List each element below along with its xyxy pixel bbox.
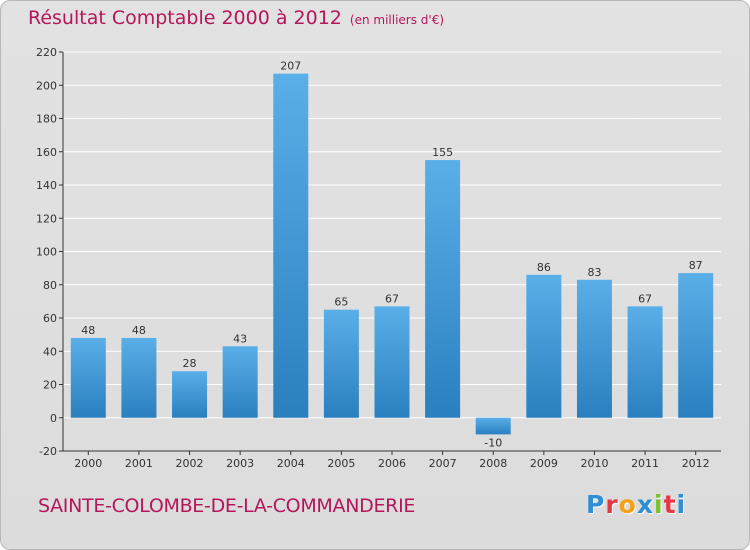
data-label-2005: 65 bbox=[334, 296, 348, 309]
data-label-2006: 67 bbox=[385, 292, 399, 305]
proxiti-logo[interactable]: Proxiti bbox=[586, 490, 686, 519]
axes bbox=[59, 51, 721, 455]
chart-title-unit: (en milliers d'€) bbox=[349, 13, 445, 27]
y-tick-label: 160 bbox=[36, 146, 57, 159]
x-tick-label-2000: 2000 bbox=[74, 457, 102, 470]
bar-2012 bbox=[678, 273, 714, 418]
y-tick-label: 80 bbox=[43, 279, 57, 292]
chart-title: Résultat Comptable 2000 à 2012 (en millie… bbox=[28, 7, 444, 29]
y-tick-label: 140 bbox=[36, 179, 57, 192]
x-tick-label-2005: 2005 bbox=[327, 457, 355, 470]
x-tick-label-2008: 2008 bbox=[479, 457, 507, 470]
data-label-2010: 83 bbox=[587, 266, 601, 279]
bar-2005 bbox=[323, 309, 359, 418]
y-tick-label: 0 bbox=[50, 412, 57, 425]
x-tick-label-2003: 2003 bbox=[226, 457, 254, 470]
y-tick-label: -20 bbox=[39, 445, 57, 458]
bar-2003 bbox=[222, 346, 258, 418]
bar-2001 bbox=[121, 337, 157, 418]
bar-2007 bbox=[425, 160, 461, 418]
bar-2000 bbox=[70, 337, 106, 418]
bar-2006 bbox=[374, 306, 410, 418]
x-tick-label-2009: 2009 bbox=[530, 457, 558, 470]
y-tick-label: 200 bbox=[36, 79, 57, 92]
data-label-2008: -10 bbox=[484, 436, 502, 449]
bar-2004 bbox=[273, 73, 309, 418]
x-tick-label-2011: 2011 bbox=[631, 457, 659, 470]
data-label-2002: 28 bbox=[183, 357, 197, 370]
data-label-2009: 86 bbox=[537, 261, 551, 274]
x-tick-label-2006: 2006 bbox=[378, 457, 406, 470]
y-tick-label: 20 bbox=[43, 379, 57, 392]
bar-2008 bbox=[475, 417, 511, 435]
logo-letter: i bbox=[654, 490, 664, 519]
logo-letter: i bbox=[676, 490, 687, 519]
town-name: SAINTE-COLOMBE-DE-LA-COMMANDERIE bbox=[38, 495, 416, 517]
labels: -20 0 20 40 60 80 100 120 140 160 180 200 220 48 2000 4… bbox=[36, 46, 710, 470]
logo-letter: t bbox=[663, 490, 677, 519]
y-tick-label: 40 bbox=[43, 345, 57, 358]
data-label-2011: 67 bbox=[638, 292, 652, 305]
data-label-2004: 207 bbox=[280, 60, 301, 73]
logo-letter: r bbox=[605, 490, 619, 519]
chart-title-main: Résultat Comptable 2000 à 2012 bbox=[28, 7, 342, 29]
y-tick-label: 220 bbox=[36, 46, 57, 59]
data-label-2003: 43 bbox=[233, 332, 247, 345]
x-tick-label-2004: 2004 bbox=[277, 457, 305, 470]
logo-letter: o bbox=[618, 490, 637, 519]
data-label-2000: 48 bbox=[81, 324, 95, 337]
bar-2011 bbox=[627, 306, 663, 418]
x-tick-label-2002: 2002 bbox=[176, 457, 204, 470]
x-tick-label-2001: 2001 bbox=[125, 457, 153, 470]
bar-2002 bbox=[172, 371, 208, 418]
data-label-2007: 155 bbox=[432, 146, 453, 159]
y-tick-label: 180 bbox=[36, 113, 57, 126]
bar-2010 bbox=[576, 279, 612, 418]
data-label-2001: 48 bbox=[132, 324, 146, 337]
data-label-2012: 87 bbox=[689, 259, 703, 272]
x-tick-label-2007: 2007 bbox=[429, 457, 457, 470]
y-tick-label: 60 bbox=[43, 312, 57, 325]
bar-2009 bbox=[526, 274, 562, 418]
logo-letter: P bbox=[586, 490, 606, 519]
y-tick-label: 100 bbox=[36, 246, 57, 259]
logo-letter: x bbox=[636, 490, 654, 519]
x-tick-label-2010: 2010 bbox=[580, 457, 608, 470]
x-tick-label-2012: 2012 bbox=[682, 457, 710, 470]
bars bbox=[70, 73, 714, 435]
y-tick-label: 120 bbox=[36, 212, 57, 225]
